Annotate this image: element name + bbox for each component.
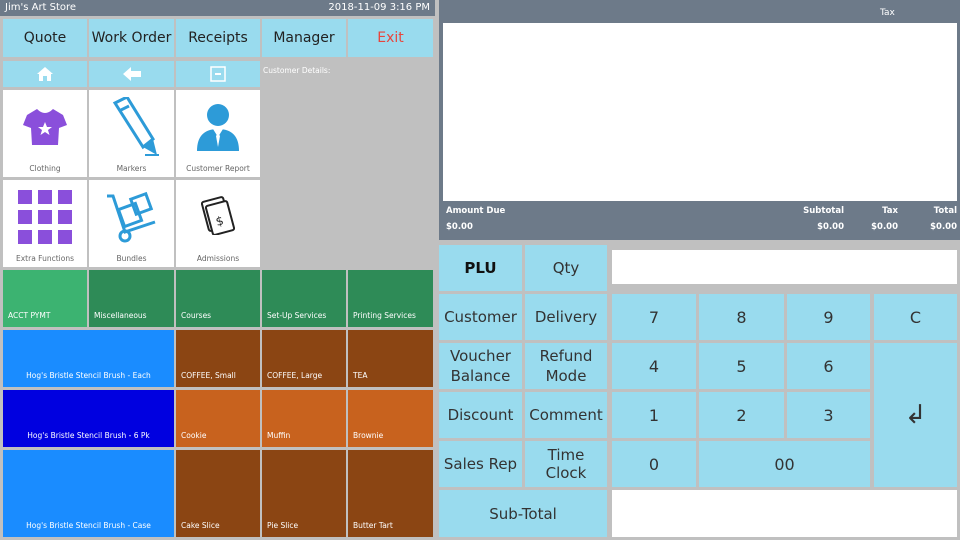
key-00[interactable]: 00 [699,441,870,487]
category-miscellaneous[interactable]: Miscellaneous [89,270,174,327]
tile-label: Extra Functions [16,254,74,263]
key-2[interactable]: 2 [699,392,784,438]
product-coffee-small[interactable]: COFFEE, Small [176,330,260,387]
product-brownie[interactable]: Brownie [348,390,433,447]
amount-due-label: Amount Due [446,206,506,216]
product-cake-slice[interactable]: Cake Slice [176,450,260,537]
category-printing-services[interactable]: Printing Services [348,270,433,327]
product-cookie[interactable]: Cookie [176,390,260,447]
enter-key[interactable]: ↲ [874,343,957,487]
markers-tile[interactable]: Markers [89,90,174,177]
page-icon [210,66,226,82]
clear-key[interactable]: C [874,294,957,340]
datetime: 2018-11-09 3:16 PM [328,2,430,13]
key-7[interactable]: 7 [612,294,696,340]
comment-button[interactable]: Comment [525,392,607,438]
receipt-tax-header: Tax [880,8,895,18]
subtotal-label: Subtotal [803,206,844,216]
manager-button[interactable]: Manager [262,19,346,57]
tile-label: Bundles [116,254,147,263]
tile-label: Customer Report [186,164,250,173]
subtotal-display [612,490,957,537]
home-button[interactable] [3,61,87,87]
receipt-list[interactable] [443,23,957,201]
key-5[interactable]: 5 [699,343,784,389]
tax-label: Tax [882,206,898,216]
category-acct-pymt[interactable]: ACCT PYMT [3,270,87,327]
title-bar: Jim's Art Store 2018-11-09 3:16 PM [0,0,435,16]
marker-icon [112,96,159,156]
bundles-tile[interactable]: Bundles [89,180,174,267]
quote-button[interactable]: Quote [3,19,87,57]
product-brush-case[interactable]: Hog's Bristle Stencil Brush - Case [3,450,174,537]
key-1[interactable]: 1 [612,392,696,438]
tshirt-icon [23,108,67,145]
customer-report-tile[interactable]: Customer Report [176,90,260,177]
clothing-tile[interactable]: Clothing [3,90,87,177]
ticket-icon: $ [201,195,235,235]
subtotal-value: $0.00 [817,222,844,232]
tile-label: Clothing [29,164,61,173]
grid-icon [18,189,72,244]
qty-button[interactable]: Qty [525,245,607,291]
delivery-button[interactable]: Delivery [525,294,607,340]
svg-text:$: $ [214,213,225,229]
page-button[interactable] [176,61,260,87]
key-6[interactable]: 6 [787,343,870,389]
tile-label: Admissions [196,254,240,263]
product-butter-tart[interactable]: Butter Tart [348,450,433,537]
product-muffin[interactable]: Muffin [262,390,346,447]
customer-button[interactable]: Customer [439,294,522,340]
refund-mode-button[interactable]: Refund Mode [525,343,607,389]
key-9[interactable]: 9 [787,294,870,340]
enter-icon: ↲ [904,400,927,430]
exit-button[interactable]: Exit [348,19,433,57]
product-tea[interactable]: TEA [348,330,433,387]
home-icon [37,67,53,81]
work-order-button[interactable]: Work Order [89,19,174,57]
person-icon [197,103,239,151]
extra-functions-tile[interactable]: Extra Functions [3,180,87,267]
time-clock-button[interactable]: Time Clock [525,441,607,487]
key-4[interactable]: 4 [612,343,696,389]
amount-due-value: $0.00 [446,222,473,232]
hand-truck-icon [106,191,155,242]
back-arrow-icon [122,67,141,81]
product-pie-slice[interactable]: Pie Slice [262,450,346,537]
product-coffee-large[interactable]: COFFEE, Large [262,330,346,387]
voucher-balance-button[interactable]: Voucher Balance [439,343,522,389]
total-value: $0.00 [930,222,957,232]
customer-details-label: Customer Details: [263,66,331,75]
category-setup-services[interactable]: Set-Up Services [262,270,346,327]
admissions-tile[interactable]: $ Admissions [176,180,260,267]
store-name: Jim's Art Store [5,2,77,13]
product-brush-each[interactable]: Hog's Bristle Stencil Brush - Each [3,330,174,387]
key-8[interactable]: 8 [699,294,784,340]
subtotal-button[interactable]: Sub-Total [439,490,607,537]
total-label: Total [933,206,957,216]
category-courses[interactable]: Courses [176,270,260,327]
plu-button[interactable]: PLU [439,245,522,291]
tax-value: $0.00 [871,222,898,232]
tile-label: Markers [116,164,147,173]
entry-input[interactable] [612,250,957,284]
key-3[interactable]: 3 [787,392,870,438]
sales-rep-button[interactable]: Sales Rep [439,441,522,487]
product-brush-6pk[interactable]: Hog's Bristle Stencil Brush - 6 Pk [3,390,174,447]
receipts-button[interactable]: Receipts [176,19,260,57]
discount-button[interactable]: Discount [439,392,522,438]
key-0[interactable]: 0 [612,441,696,487]
back-button[interactable] [89,61,174,87]
